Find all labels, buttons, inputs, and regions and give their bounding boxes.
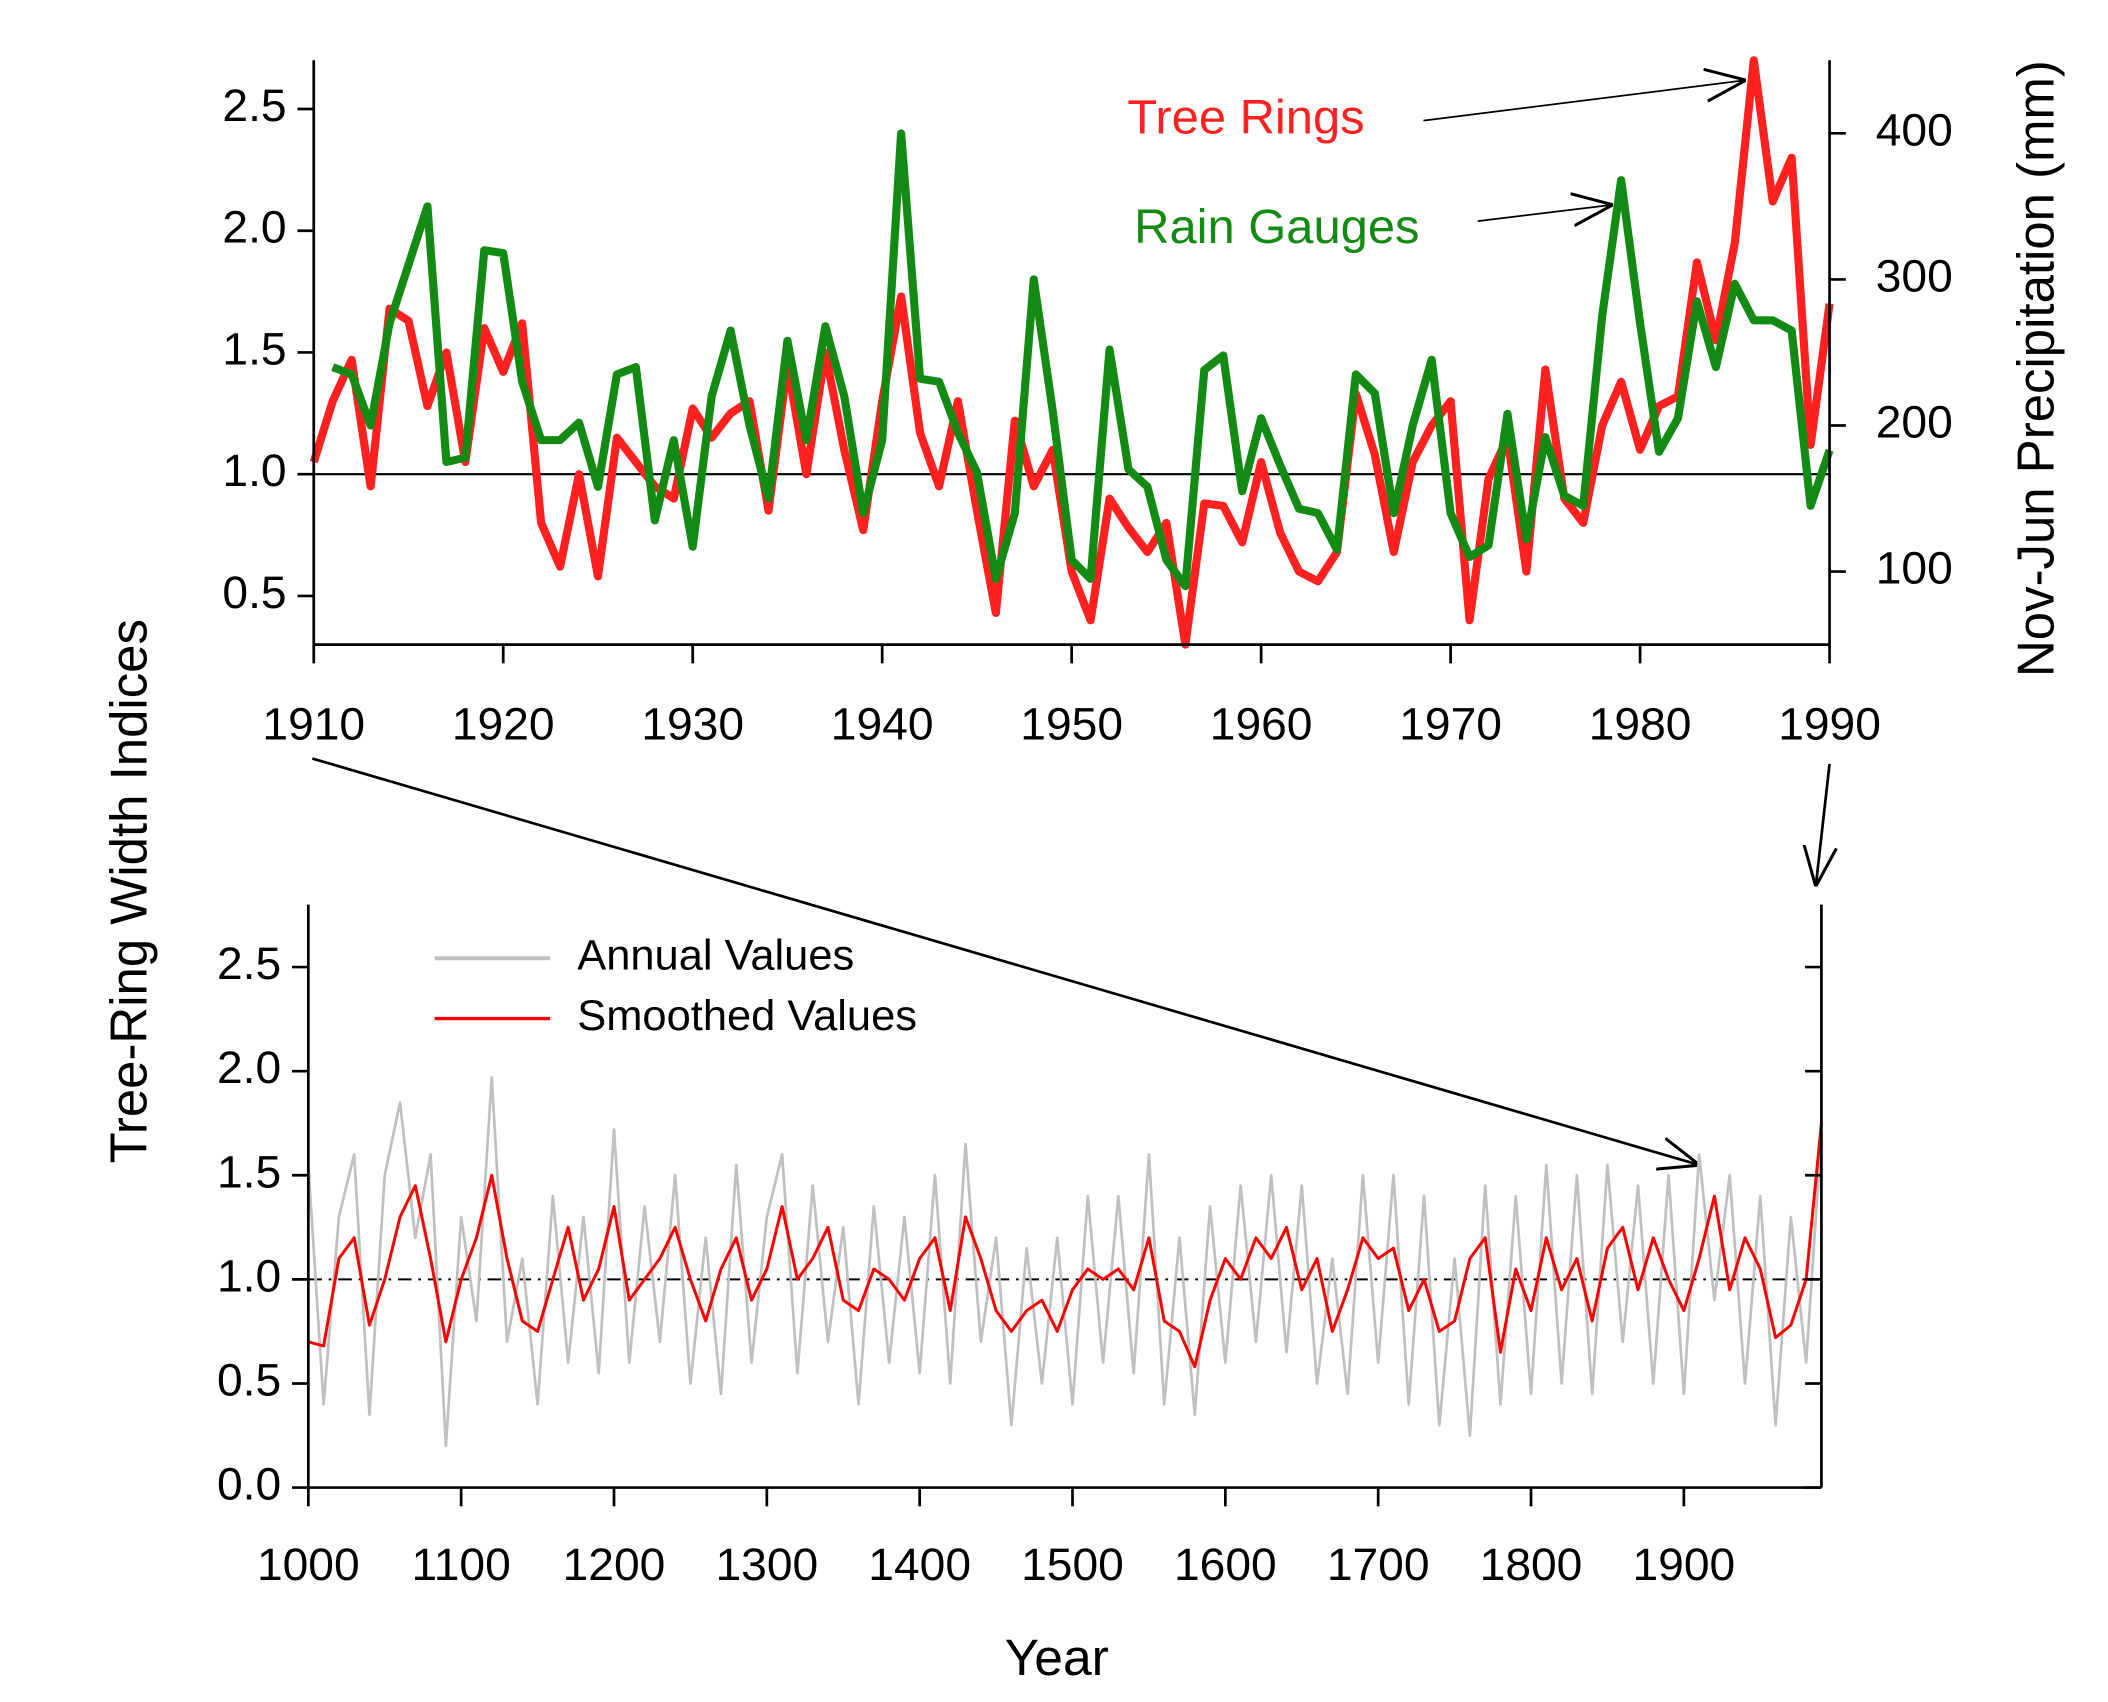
x-tick-label: 1400 (868, 1538, 971, 1590)
y2-tick-label: 300 (1876, 250, 1953, 302)
x-tick-label: 1900 (1632, 1538, 1735, 1590)
arrow (1423, 80, 1744, 122)
x-tick-label: 1200 (563, 1538, 666, 1590)
zoom-arrow (312, 757, 1697, 1165)
x-tick-label: 1500 (1021, 1538, 1124, 1590)
x-tick-label: 1940 (831, 698, 934, 750)
y2-tick-label: 200 (1876, 396, 1953, 448)
data-line (306, 1076, 1823, 1448)
legend-label: Annual Values (577, 932, 854, 980)
y-axis-title: Tree-Ring Width Indices (100, 619, 157, 1163)
y-tick-label: 2.5 (222, 79, 286, 131)
y-tick-label: 1.0 (217, 1250, 281, 1302)
y2-tick-label: 100 (1876, 542, 1953, 594)
x-tick-label: 1800 (1480, 1538, 1583, 1590)
x-tick-label: 1960 (1210, 698, 1313, 750)
y2-tick-label: 400 (1876, 104, 1953, 156)
y-tick-label: 1.5 (217, 1146, 281, 1198)
data-line (307, 1123, 1823, 1369)
series-label: Tree Rings (1127, 91, 1364, 145)
y-tick-label: 0.5 (222, 566, 286, 618)
data-line (331, 129, 1834, 591)
arrow (1477, 205, 1611, 221)
y-tick-label: 0.0 (217, 1458, 281, 1510)
data-line (309, 56, 1834, 649)
y-tick-label: 2.0 (222, 201, 286, 253)
x-tick-label: 1600 (1174, 1538, 1277, 1590)
y-tick-label: 1.5 (222, 323, 286, 375)
y-tick-label: 0.5 (217, 1354, 281, 1406)
y2-axis-title: Nov-Jun Precipitation (mm) (2007, 60, 2064, 677)
x-tick-label: 1920 (452, 698, 555, 750)
x-tick-label: 1910 (262, 698, 365, 750)
y-tick-label: 2.0 (217, 1041, 281, 1093)
x-tick-label: 1300 (715, 1538, 818, 1590)
y-tick-label: 1.0 (222, 445, 286, 497)
zoom-arrow (1816, 763, 1830, 885)
y-tick-label: 2.5 (217, 937, 281, 989)
x-tick-label: 1980 (1589, 698, 1692, 750)
series-label: Rain Gauges (1134, 201, 1419, 255)
x-tick-label: 1700 (1327, 1538, 1430, 1590)
x-axis-title: Year (1005, 1630, 1109, 1687)
x-tick-label: 1970 (1399, 698, 1502, 750)
x-tick-label: 1100 (412, 1538, 511, 1590)
x-tick-label: 1000 (257, 1538, 360, 1590)
x-tick-label: 1990 (1778, 698, 1881, 750)
x-tick-label: 1930 (641, 698, 744, 750)
legend-label: Smoothed Values (577, 992, 917, 1040)
x-tick-label: 1950 (1020, 698, 1123, 750)
